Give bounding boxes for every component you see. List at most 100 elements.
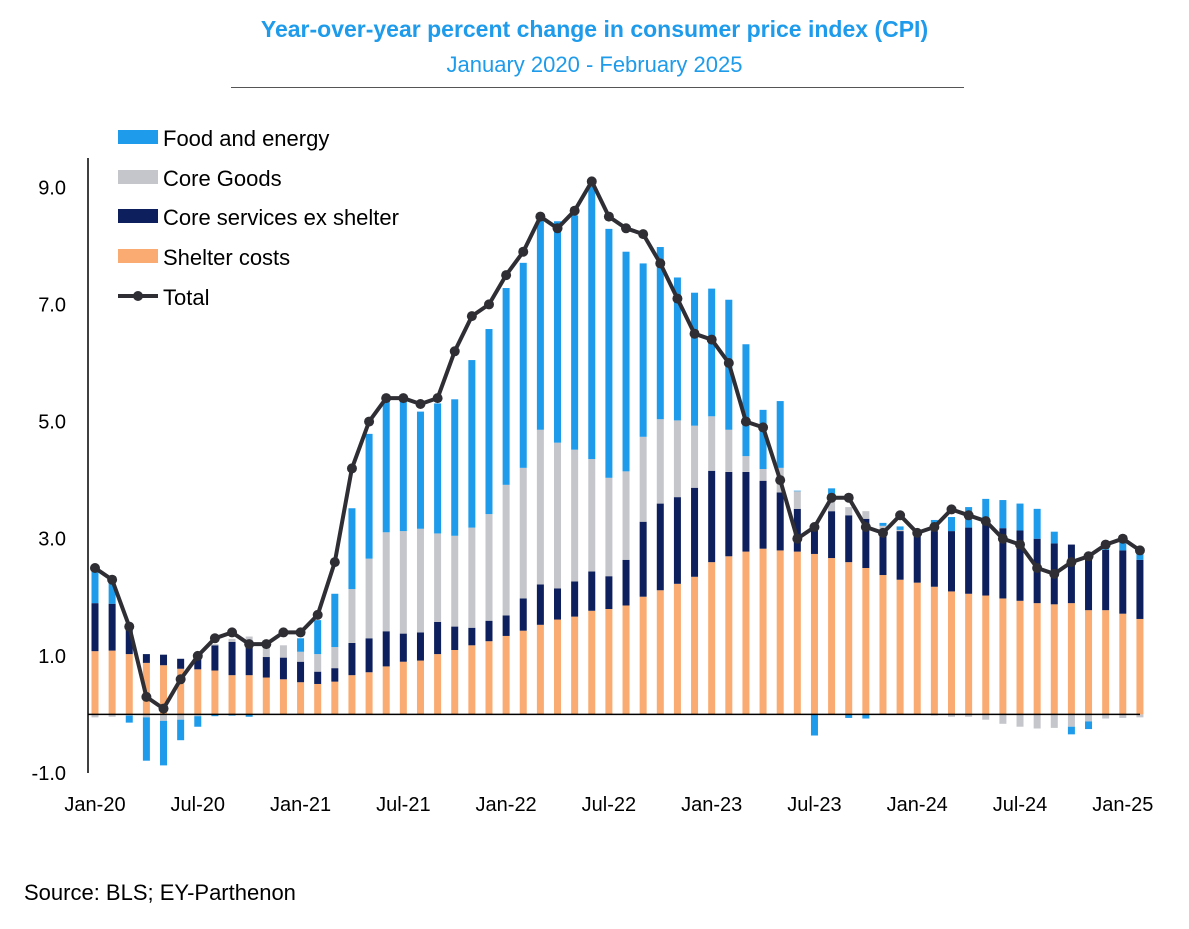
bar-segment-food-energy xyxy=(297,638,305,652)
total-point xyxy=(758,422,769,433)
total-line-series xyxy=(90,176,1145,714)
bar-segment-shelter xyxy=(639,596,647,715)
bar-segment-core-goods xyxy=(845,507,853,516)
bar-segment-core-services xyxy=(1102,549,1110,611)
bar-segment-food-energy xyxy=(416,411,424,529)
bar-segment-core-goods xyxy=(759,469,767,481)
bar-segment-shelter xyxy=(416,660,424,715)
bar-segment-core-services xyxy=(673,497,681,584)
bar-segment-core-services xyxy=(211,645,219,671)
bar-segment-core-goods xyxy=(948,714,955,717)
bar-segment-core-goods xyxy=(211,644,219,646)
y-tick-label: 1.0 xyxy=(38,646,66,668)
bar-segment-core-goods xyxy=(399,531,407,634)
bar-segment-food-energy xyxy=(554,221,562,443)
bar-segment-core-goods xyxy=(142,714,150,718)
y-tick-label: 7.0 xyxy=(38,294,66,316)
bar-segment-food-energy xyxy=(142,717,150,761)
bar-segment-food-energy xyxy=(810,714,818,736)
bar-segment-core-goods xyxy=(1033,714,1041,729)
bar-segment-food-energy xyxy=(1067,726,1075,735)
bar-segment-food-energy xyxy=(896,526,904,530)
bar-segment-food-energy xyxy=(622,251,630,472)
bar-segment-core-services xyxy=(930,531,938,587)
total-point xyxy=(329,557,340,568)
bar-segment-core-services xyxy=(160,654,168,666)
bar-segment-shelter xyxy=(965,593,973,715)
bar-segment-food-energy xyxy=(776,401,784,468)
bar-segment-core-services xyxy=(948,531,955,592)
total-point xyxy=(621,223,632,234)
total-point xyxy=(672,293,683,304)
bar-segment-food-energy xyxy=(502,288,510,485)
total-point xyxy=(586,176,597,187)
total-point xyxy=(107,574,118,585)
bar-segment-core-services xyxy=(399,633,407,662)
bar-segment-core-services xyxy=(382,631,390,667)
total-point xyxy=(90,563,100,573)
bar-segment-food-energy xyxy=(656,247,664,420)
bar-segment-food-energy xyxy=(399,400,407,532)
bar-segment-core-goods xyxy=(1050,714,1058,728)
bar-segment-core-goods xyxy=(245,636,253,642)
bar-segment-shelter xyxy=(365,672,373,715)
bar-segment-core-goods xyxy=(194,714,202,717)
y-axis-ticks: 9.0 7.0 5.0 3.0 1.0 -1.0 xyxy=(32,177,66,785)
bar-segment-core-goods xyxy=(554,442,562,589)
bar-segment-food-energy xyxy=(742,344,750,457)
bar-segment-core-services xyxy=(708,470,716,563)
bar-segment-shelter xyxy=(468,645,476,715)
x-tick-label: Jan-21 xyxy=(270,794,331,816)
legend-swatch-total-marker xyxy=(133,291,143,301)
total-point xyxy=(929,522,940,532)
bar-segment-core-services xyxy=(622,559,630,606)
bar-segment-shelter xyxy=(708,562,716,715)
bar-segment-shelter xyxy=(828,558,836,715)
bar-segment-food-energy xyxy=(793,490,801,492)
total-point xyxy=(346,463,357,474)
bar-segment-shelter xyxy=(348,675,356,715)
bar-segment-food-energy xyxy=(1119,541,1127,551)
total-point xyxy=(278,627,289,638)
bar-segment-shelter xyxy=(725,556,733,715)
bar-segment-shelter xyxy=(1119,613,1127,715)
bar-segment-core-services xyxy=(1085,552,1093,611)
bar-segment-core-goods xyxy=(468,527,476,628)
legend-swatch-core-services xyxy=(118,209,158,223)
total-point xyxy=(809,522,820,532)
bar-segment-core-goods xyxy=(622,471,630,560)
total-point xyxy=(192,650,203,661)
bar-segment-core-services xyxy=(519,598,527,631)
bar-segment-food-energy xyxy=(245,714,253,717)
bar-segment-food-energy xyxy=(862,714,870,719)
total-point xyxy=(1066,557,1077,568)
y-tick-label: -1.0 xyxy=(32,763,66,785)
total-point xyxy=(398,393,409,404)
bar-segment-shelter xyxy=(982,595,990,715)
total-point xyxy=(518,246,529,257)
bar-segment-shelter xyxy=(262,677,270,715)
bar-segment-core-goods xyxy=(982,714,990,720)
bar-segment-core-goods xyxy=(999,714,1007,724)
bar-segment-shelter xyxy=(485,641,493,715)
bar-segment-core-services xyxy=(793,508,801,552)
total-point xyxy=(501,270,512,281)
bar-segment-shelter xyxy=(1085,610,1093,715)
bar-segment-core-goods xyxy=(708,416,716,471)
bar-segment-core-services xyxy=(759,480,767,549)
bar-segment-core-services xyxy=(999,528,1007,599)
total-point xyxy=(1134,545,1145,556)
x-tick-label: Jul-21 xyxy=(376,794,430,816)
x-tick-label: Jul-23 xyxy=(787,794,841,816)
bar-segment-core-services xyxy=(348,642,356,676)
bar-segment-core-services xyxy=(913,533,921,583)
bar-segment-shelter xyxy=(194,669,202,715)
bar-segment-core-goods xyxy=(793,491,801,509)
bar-segment-core-services xyxy=(297,661,305,683)
bar-segment-core-goods xyxy=(536,429,544,585)
bar-segment-shelter xyxy=(451,650,459,715)
y-tick-label: 9.0 xyxy=(38,177,66,199)
bar-segment-food-energy xyxy=(639,263,647,437)
bar-segment-shelter xyxy=(160,665,168,715)
